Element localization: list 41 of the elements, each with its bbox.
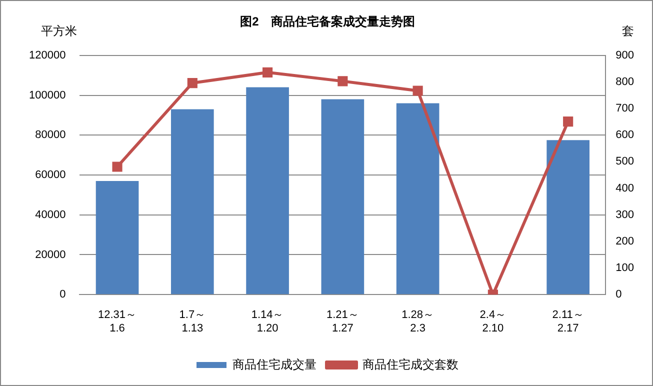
y-tick-label: 20000 xyxy=(35,248,66,261)
point xyxy=(112,162,122,172)
y2-tick-label: 400 xyxy=(616,182,634,194)
y2-tick-label: 300 xyxy=(616,208,634,221)
y-tick-label: 80000 xyxy=(35,129,66,142)
y2-axis-title: 套 xyxy=(622,23,634,40)
y-tick-label: 60000 xyxy=(35,169,66,182)
y-tick-label: 120000 xyxy=(28,49,66,62)
chart-title: 图2 商品住宅备案成交量走势图 xyxy=(240,14,415,29)
x-tick-label: 1.21～ 1.27 xyxy=(326,309,359,334)
x-tick-label: 2.4～ 2.10 xyxy=(480,309,506,334)
point xyxy=(338,76,348,86)
x-tick-label: 1.28～ 2.3 xyxy=(402,309,434,334)
y2-tick-label: 900 xyxy=(616,49,634,62)
y2-tick-label: 200 xyxy=(616,235,634,248)
y2-tick-label: 0 xyxy=(616,288,622,301)
bar xyxy=(246,87,289,294)
bar xyxy=(546,140,590,294)
bar xyxy=(321,99,364,294)
bar xyxy=(170,109,214,294)
point xyxy=(563,116,574,127)
point xyxy=(412,86,423,96)
y2-tick-label: 100 xyxy=(616,262,634,274)
y2-tick-label: 800 xyxy=(616,76,634,88)
y2-tick-label: 600 xyxy=(616,129,634,142)
x-tick-label: 2.11～ 2.17 xyxy=(552,309,584,334)
y-tick-label: 40000 xyxy=(35,208,66,221)
y-tick-label: 0 xyxy=(60,288,66,301)
legend-label: 商品住宅成交套数 xyxy=(362,357,458,372)
legend-label: 商品住宅成交量 xyxy=(232,357,316,372)
y2-tick-label: 700 xyxy=(616,102,634,115)
y-tick-label: 100000 xyxy=(28,89,66,102)
bar xyxy=(396,103,440,294)
point xyxy=(262,67,273,78)
x-tick-label: 12.31～ 1.6 xyxy=(98,309,137,334)
point xyxy=(187,78,198,88)
y-axis-title: 平方米 xyxy=(41,23,77,40)
bar xyxy=(96,180,139,294)
y2-tick-label: 500 xyxy=(616,156,634,168)
x-tick-label: 1.14～ 1.20 xyxy=(251,309,284,334)
x-tick-label: 1.7～ 1.13 xyxy=(179,309,206,334)
